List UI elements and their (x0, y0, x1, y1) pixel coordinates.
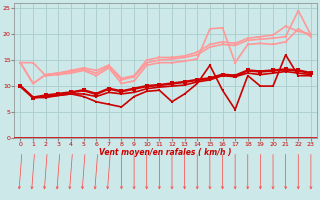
X-axis label: Vent moyen/en rafales ( km/h ): Vent moyen/en rafales ( km/h ) (100, 148, 232, 157)
